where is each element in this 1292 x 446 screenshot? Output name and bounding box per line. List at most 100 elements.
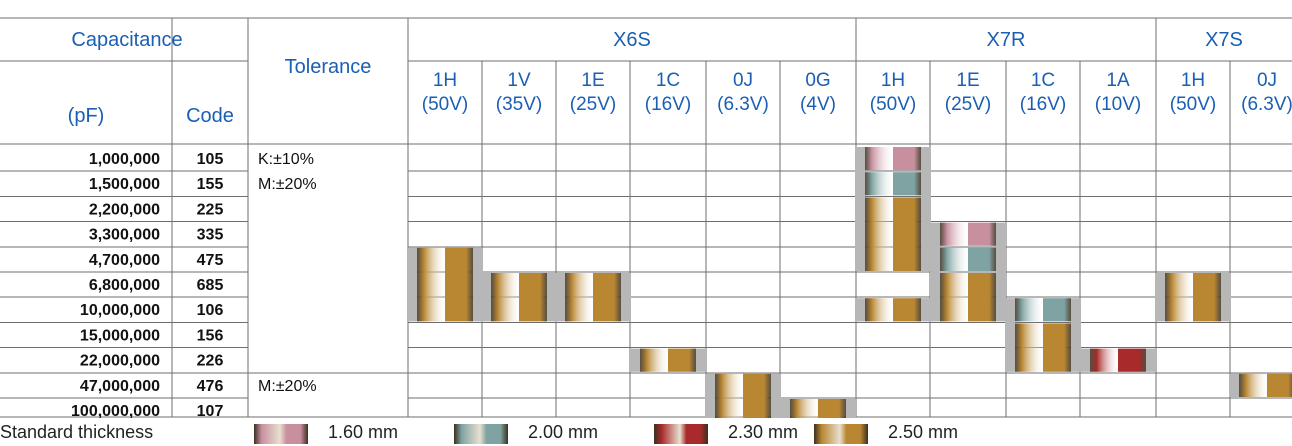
header-voltage-rating: (16V) (1020, 94, 1066, 115)
bar-segment-2-00mm (865, 172, 921, 196)
header-voltage-rating: (6.3V) (1241, 94, 1292, 115)
bar-segment-2-50mm (940, 273, 996, 322)
cell-code: 685 (197, 277, 224, 294)
cell-capacitance: 22,000,000 (80, 353, 160, 370)
bar-segment-2-50mm (417, 247, 473, 322)
availability-column-bar (780, 399, 856, 418)
legend-label-2-00: 2.00 mm (528, 422, 599, 442)
bar-segment-2-50mm (565, 273, 621, 322)
bar-shadow (855, 147, 865, 271)
cell-tolerance: M:±20% (258, 378, 317, 395)
header-pf-unit: (pF) (68, 105, 105, 127)
availability-column-bar (1005, 298, 1081, 372)
legend-label-2-50: 2.50 mm (888, 422, 959, 442)
header-voltage-rating: (35V) (496, 94, 542, 115)
bar-segment-2-50mm (1015, 323, 1071, 372)
capacitor-lineup-table: Capacitance (pF) Code Tolerance X6S 1H (50V) 1V… (0, 17, 1292, 418)
availability-column-bar (930, 222, 1006, 322)
cell-capacitance: 1,500,000 (89, 176, 160, 193)
header-voltage-code: 0J (733, 70, 753, 91)
availability-column-bar (407, 247, 483, 322)
cell-code: 226 (197, 353, 224, 370)
bar-shadow (1071, 298, 1081, 372)
header-voltage-code: 0G (805, 70, 830, 91)
bar-shadow (771, 373, 781, 418)
header-voltage-code: 1E (956, 70, 979, 91)
header-voltage-rating: (25V) (945, 94, 991, 115)
header-voltage-rating: (16V) (645, 94, 691, 115)
cell-capacitance: 100,000,000 (71, 403, 160, 418)
bar-shadow (407, 247, 417, 322)
cell-code: 106 (197, 302, 224, 319)
header-capacitance: Capacitance (71, 29, 182, 51)
availability-column-bar (630, 348, 706, 372)
bar-shadow (1146, 348, 1156, 372)
bar-shadow (473, 247, 483, 322)
cell-capacitance: 47,000,000 (80, 378, 160, 395)
bar-segment-2-50mm (865, 298, 921, 322)
bar-segment-2-50mm (640, 348, 696, 372)
header-voltage-code: 1C (656, 70, 680, 91)
legend-swatch-1-60 (254, 424, 308, 444)
bar-segment-1-60mm (940, 222, 996, 246)
header-group-x7r: X7R (987, 29, 1026, 51)
cell-capacitance: 10,000,000 (80, 302, 160, 319)
cell-code: 476 (197, 378, 224, 395)
header-voltage-code: 1A (1106, 70, 1130, 91)
bar-shadow (996, 222, 1006, 322)
header-voltage-code: 1E (581, 70, 604, 91)
bar-shadow (846, 399, 856, 418)
bar-shadow (1155, 273, 1165, 322)
cell-code: 335 (197, 227, 224, 244)
bar-shadow (555, 273, 565, 322)
bar-segment-2-50mm (790, 399, 846, 418)
cell-code: 156 (197, 327, 224, 344)
bar-shadow (855, 298, 865, 322)
availability-column-bar (855, 147, 931, 322)
bar-segment-2-50mm (1239, 373, 1292, 397)
bar-shadow (696, 348, 706, 372)
availability-column-bar (555, 273, 631, 322)
bar-shadow (630, 348, 640, 372)
cell-capacitance: 6,800,000 (89, 277, 160, 294)
legend-label-2-30: 2.30 mm (728, 422, 799, 442)
header-group-x7s: X7S (1205, 29, 1243, 51)
legend-label-1-60: 1.60 mm (328, 422, 399, 442)
header-code: Code (186, 105, 234, 127)
header-group-x6s: X6S (613, 29, 651, 51)
bar-segment-1-60mm (865, 147, 921, 171)
bar-shadow (921, 147, 931, 271)
bar-shadow (780, 399, 790, 418)
thickness-legend: Standard thickness 1.60 mm 2.00 mm 2.30 … (0, 420, 1292, 446)
legend-title: Standard thickness (0, 422, 154, 442)
header-voltage-code: 1H (1181, 70, 1205, 91)
cell-code: 225 (197, 201, 224, 218)
bar-segment-2-00mm (1015, 298, 1071, 322)
header-voltage-code: 1V (507, 70, 531, 91)
header-voltage-rating: (25V) (570, 94, 616, 115)
availability-column-bar (1080, 348, 1156, 372)
header-voltage-rating: (50V) (870, 94, 916, 115)
bar-shadow (1005, 298, 1015, 372)
bar-shadow (921, 298, 931, 322)
cell-capacitance: 2,200,000 (89, 201, 160, 218)
header-voltage-rating: (6.3V) (717, 94, 769, 115)
availability-column-bar (1155, 273, 1231, 322)
cell-tolerance: M:±20% (258, 176, 317, 193)
header-voltage-rating: (10V) (1095, 94, 1141, 115)
header-voltage-code: 1H (433, 70, 457, 91)
header-voltage-code: 1C (1031, 70, 1055, 91)
bar-segment-2-30mm (1090, 348, 1146, 372)
legend-swatch-2-30 (654, 424, 708, 444)
cell-capacitance: 4,700,000 (89, 252, 160, 269)
bar-segment-2-50mm (491, 273, 547, 322)
bar-shadow (705, 373, 715, 418)
availability-column-bar (1229, 373, 1292, 397)
bar-segment-2-50mm (1165, 273, 1221, 322)
header-voltage-rating: (4V) (800, 94, 836, 115)
header-voltage-code: 1H (881, 70, 905, 91)
header-voltage-rating: (50V) (1170, 94, 1216, 115)
cell-capacitance: 1,000,000 (89, 151, 160, 168)
bar-shadow (930, 222, 940, 322)
cell-code: 105 (197, 151, 224, 168)
